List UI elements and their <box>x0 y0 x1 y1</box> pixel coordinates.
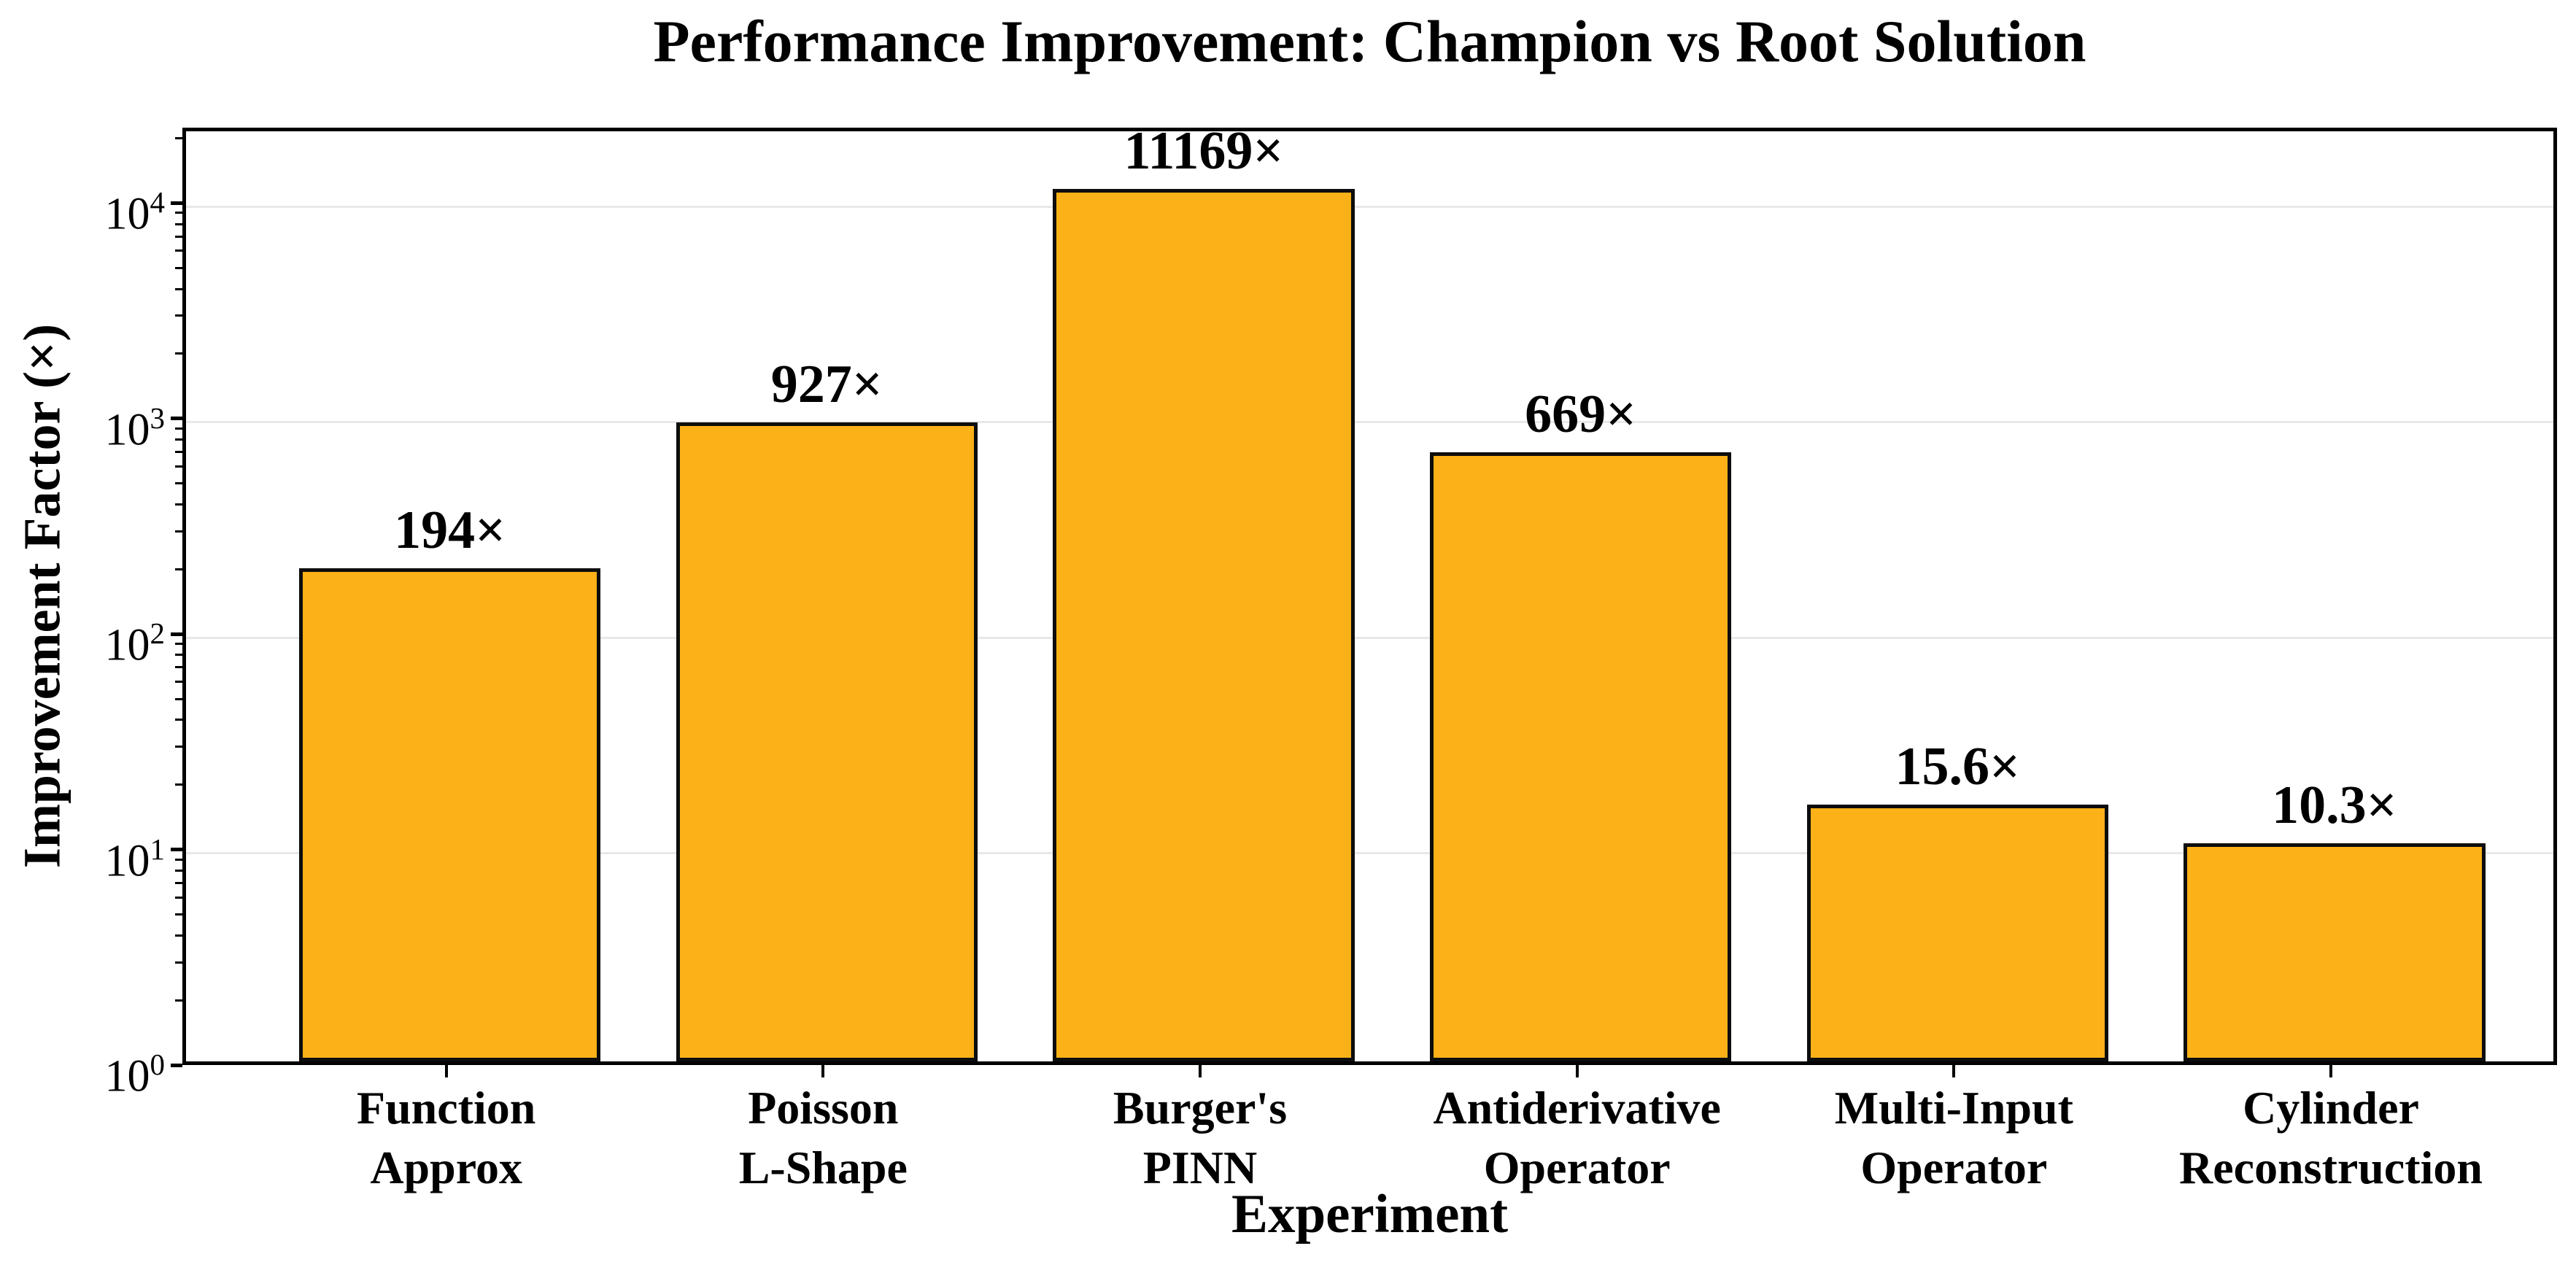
y-minor-tick <box>175 235 182 238</box>
bar-value-label: 194× <box>394 500 506 561</box>
x-tick-label: Poisson L-Shape <box>738 1082 908 1193</box>
bar <box>299 568 601 1061</box>
y-minor-tick <box>175 869 182 872</box>
y-minor-tick <box>175 719 182 721</box>
plot-area: 194× 927× 11169× 669× 15.6× 10.3× <box>182 123 2557 1065</box>
y-tick-label: 102 <box>104 617 165 670</box>
y-major-tick <box>171 848 182 852</box>
y-tick-label: 101 <box>104 832 165 886</box>
y-minor-tick <box>175 681 182 684</box>
gridline <box>186 421 2553 424</box>
x-tick <box>821 1065 825 1077</box>
y-minor-tick <box>175 266 182 269</box>
y-minor-tick <box>175 249 182 252</box>
gridline <box>186 636 2553 639</box>
x-tick-label: Cylinder Reconstruction <box>2179 1082 2483 1193</box>
y-minor-tick <box>175 746 182 748</box>
x-tick <box>1199 1065 1202 1077</box>
y-minor-tick <box>175 643 182 646</box>
x-tick-label: Function Approx <box>356 1082 536 1193</box>
chart-title: Performance Improvement: Champion vs Roo… <box>653 8 2086 74</box>
bar-value-label: 927× <box>770 354 883 414</box>
y-minor-tick <box>175 783 182 786</box>
bar <box>1430 452 1732 1061</box>
y-minor-tick <box>175 961 182 964</box>
bar <box>1053 189 1355 1061</box>
bar <box>2184 843 2486 1061</box>
y-minor-tick <box>175 427 182 430</box>
y-major-tick <box>171 1063 182 1067</box>
bar-value-label: 10.3× <box>2272 775 2397 835</box>
y-minor-tick <box>175 287 182 290</box>
y-minor-tick <box>175 503 182 506</box>
x-tick-label: Multi-Input Operator <box>1834 1082 2073 1193</box>
y-minor-tick <box>175 654 182 657</box>
x-tick <box>1575 1065 1579 1077</box>
y-major-tick <box>171 632 182 636</box>
y-minor-tick <box>175 881 182 884</box>
y-minor-tick <box>175 451 182 454</box>
y-tick-label: 100 <box>104 1048 165 1102</box>
gridline <box>186 852 2553 855</box>
y-minor-tick <box>175 858 182 861</box>
y-minor-tick <box>175 934 182 937</box>
y-major-tick <box>171 417 182 421</box>
y-minor-tick <box>175 697 182 700</box>
bar <box>676 422 978 1061</box>
y-minor-tick <box>175 666 182 669</box>
gridline <box>186 205 2553 208</box>
bar <box>1806 804 2108 1061</box>
y-minor-tick <box>175 222 182 225</box>
y-minor-tick <box>175 352 182 355</box>
y-tick-label: 103 <box>104 401 165 455</box>
x-tick <box>2329 1065 2332 1077</box>
y-minor-tick <box>175 568 182 570</box>
y-tick-label: 104 <box>104 186 165 239</box>
y-minor-tick <box>175 314 182 317</box>
bar-value-label: 11169× <box>1123 121 1284 182</box>
x-axis-title: Experiment <box>1231 1184 1509 1244</box>
x-tick <box>1952 1065 1956 1077</box>
x-tick-label: Burger's PINN <box>1113 1082 1288 1193</box>
y-minor-tick <box>175 896 182 899</box>
y-minor-tick <box>175 465 182 468</box>
y-minor-tick <box>175 212 182 214</box>
x-tick-label: Antiderivative Operator <box>1433 1082 1721 1193</box>
y-minor-tick <box>175 999 182 1002</box>
bar-value-label: 15.6× <box>1895 736 2021 797</box>
y-minor-tick <box>175 913 182 916</box>
y-major-tick <box>171 201 182 205</box>
x-tick <box>444 1065 448 1077</box>
bar-value-label: 669× <box>1525 384 1637 445</box>
y-minor-tick <box>175 482 182 485</box>
y-minor-tick <box>175 137 182 140</box>
y-minor-tick <box>175 530 182 533</box>
y-minor-tick <box>175 438 182 441</box>
